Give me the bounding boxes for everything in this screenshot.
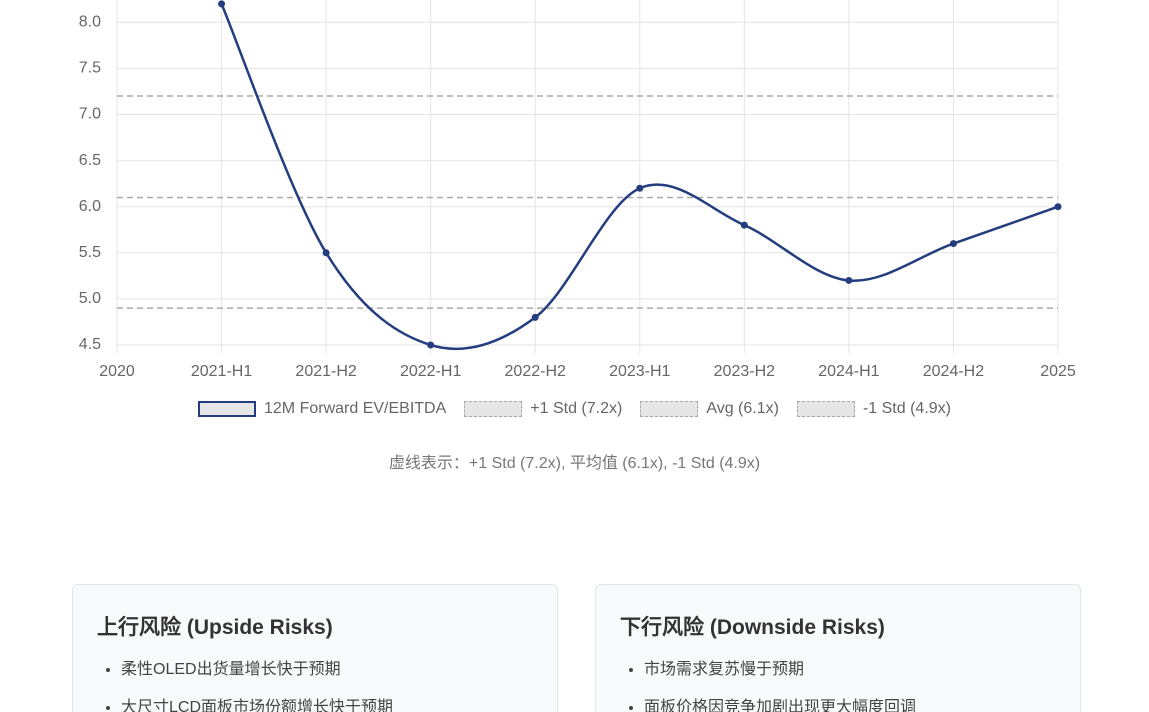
card-title: 下行风险 (Downside Risks): [620, 616, 885, 639]
x-tick-label: 2023-H2: [714, 363, 775, 380]
point: [322, 249, 330, 257]
legend-swatch: [198, 401, 256, 417]
chart-note: 虚线表示：+1 Std (7.2x), 平均值 (6.1x), -1 Std (…: [388, 455, 761, 472]
y-tick-label: 6.5: [79, 152, 101, 169]
risk-item: 面板价格因竞争加剧出现更大幅度回调: [644, 693, 1056, 712]
x-tick-label: 2025: [1040, 363, 1076, 380]
risk-card: 下行风险 (Downside Risks) 市场需求复苏慢于预期 面板价格因竞争…: [595, 584, 1081, 712]
chart: 4.5 5.0 5.5 6.0 6.5 7.0 7.5 8.0 2020 2021-H1 2021-…: [79, 0, 1076, 380]
point: [1054, 203, 1062, 211]
risk-item: 大尺寸LCD面板市场份额增长快于预期: [121, 693, 533, 712]
x-tick-label: 2022-H2: [505, 363, 566, 380]
risk-list: 市场需求复苏慢于预期 面板价格因竞争加剧出现更大幅度回调: [620, 655, 1056, 712]
legend-swatch: [796, 401, 855, 417]
legend-item[interactable]: 12M Forward EV/EBITDA: [198, 400, 446, 418]
point: [740, 221, 748, 229]
legend-swatch: [640, 401, 699, 417]
legend-label: +1 Std (7.2x): [530, 400, 623, 417]
point: [218, 0, 226, 8]
x-tick-label: 2021-H2: [295, 363, 356, 380]
risk-item: 柔性OLED出货量增长快于预期: [121, 655, 533, 679]
legend-label: Avg (6.1x): [706, 400, 779, 417]
y-tick-label: 4.5: [79, 336, 101, 353]
point: [427, 341, 435, 349]
risk-list: 柔性OLED出货量增长快于预期 大尺寸LCD面板市场份额增长快于预期: [97, 655, 533, 712]
y-tick-label: 8.0: [79, 14, 101, 31]
risk-card: 上行风险 (Upside Risks) 柔性OLED出货量增长快于预期 大尺寸L…: [72, 584, 558, 712]
y-tick-label: 7.5: [79, 60, 101, 77]
y-tick-label: 7.0: [79, 106, 101, 123]
x-tick-label: 2024-H1: [818, 363, 879, 380]
x-tick-label: 2024-H2: [923, 363, 984, 380]
legend-label: -1 Std (4.9x): [862, 400, 951, 417]
x-tick-label: 2020: [99, 363, 135, 380]
legend: 12M Forward EV/EBITDA +1 Std (7.2x) Avg (6…: [0, 400, 1149, 418]
x-tick-label: 2022-H1: [400, 363, 461, 380]
point: [845, 276, 853, 284]
point: [636, 184, 644, 192]
risk-item: 市场需求复苏慢于预期: [644, 655, 1056, 679]
legend-item[interactable]: +1 Std (7.2x): [464, 400, 622, 418]
legend-item[interactable]: -1 Std (4.9x): [796, 400, 951, 418]
point: [531, 313, 539, 321]
x-tick-label: 2021-H1: [191, 363, 252, 380]
legend-item[interactable]: Avg (6.1x): [640, 400, 779, 418]
legend-label: 12M Forward EV/EBITDA: [264, 400, 447, 417]
point: [949, 240, 957, 248]
x-tick-label: 2023-H1: [609, 363, 670, 380]
legend-swatch: [464, 401, 523, 417]
y-tick-label: 6.0: [79, 198, 101, 215]
y-tick-label: 5.5: [79, 244, 101, 261]
y-tick-label: 5.0: [79, 290, 101, 307]
card-title: 上行风险 (Upside Risks): [97, 616, 333, 639]
